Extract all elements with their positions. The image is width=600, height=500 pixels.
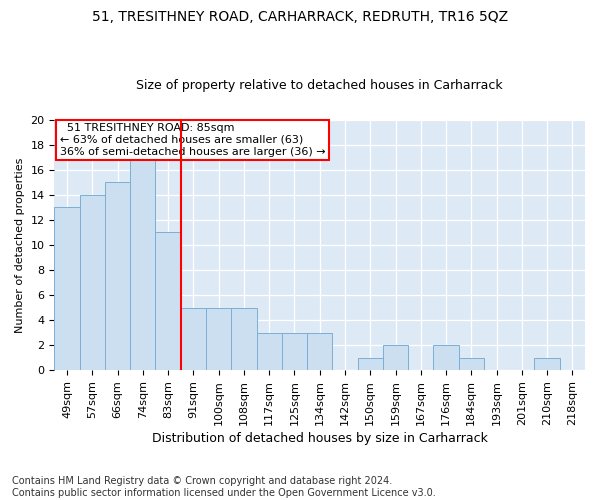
Bar <box>307 332 332 370</box>
Y-axis label: Number of detached properties: Number of detached properties <box>15 158 25 332</box>
X-axis label: Distribution of detached houses by size in Carharrack: Distribution of detached houses by size … <box>152 432 488 445</box>
Bar <box>181 308 206 370</box>
Bar <box>130 157 155 370</box>
Title: Size of property relative to detached houses in Carharrack: Size of property relative to detached ho… <box>136 79 503 92</box>
Bar <box>383 346 408 370</box>
Text: 51, TRESITHNEY ROAD, CARHARRACK, REDRUTH, TR16 5QZ: 51, TRESITHNEY ROAD, CARHARRACK, REDRUTH… <box>92 10 508 24</box>
Bar <box>105 182 130 370</box>
Bar <box>80 195 105 370</box>
Bar <box>231 308 257 370</box>
Bar <box>206 308 231 370</box>
Bar <box>433 346 458 370</box>
Bar <box>458 358 484 370</box>
Text: Contains HM Land Registry data © Crown copyright and database right 2024.
Contai: Contains HM Land Registry data © Crown c… <box>12 476 436 498</box>
Bar <box>55 208 80 370</box>
Bar <box>535 358 560 370</box>
Bar <box>282 332 307 370</box>
Text: 51 TRESITHNEY ROAD: 85sqm
← 63% of detached houses are smaller (63)
36% of semi-: 51 TRESITHNEY ROAD: 85sqm ← 63% of detac… <box>60 124 325 156</box>
Bar <box>257 332 282 370</box>
Bar <box>358 358 383 370</box>
Bar <box>155 232 181 370</box>
